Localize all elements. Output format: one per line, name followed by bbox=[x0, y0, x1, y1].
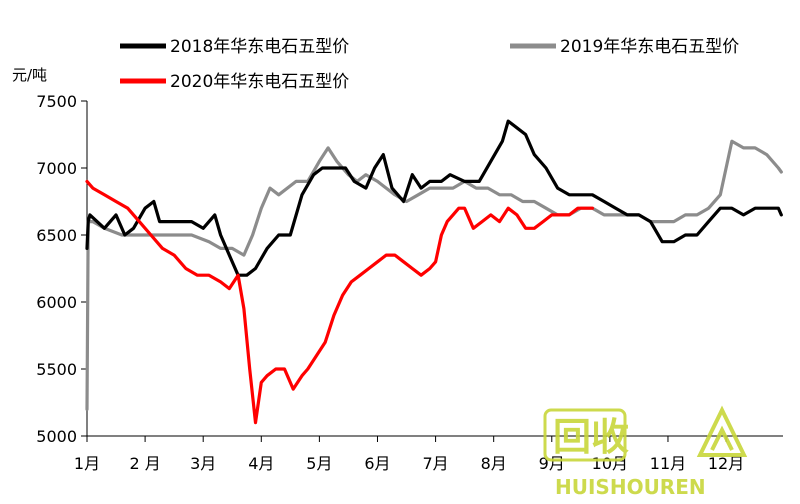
y-tick-label: 6000 bbox=[36, 293, 77, 312]
x-tick-label: 7月 bbox=[422, 454, 448, 473]
y-tick-label: 6500 bbox=[36, 226, 77, 245]
x-tick-label: 2 月 bbox=[129, 454, 160, 473]
axes: 5000 5500 6000 6500 7000 7500 1月 2 月 3月 4月 5月 6月 7月… bbox=[36, 92, 783, 473]
y-tick-label: 7500 bbox=[36, 92, 77, 111]
series-lines bbox=[85, 119, 783, 425]
y-tick-label: 5000 bbox=[36, 427, 77, 446]
watermark-brand-text: HUISHOUREN bbox=[555, 475, 706, 499]
x-tick-label: 11月 bbox=[650, 454, 686, 473]
x-tick-label: 6月 bbox=[364, 454, 390, 473]
x-tick-label: 8月 bbox=[481, 454, 507, 473]
y-axis-unit-label: 元/吨 bbox=[12, 66, 47, 84]
x-tick-label: 12月 bbox=[708, 454, 744, 473]
x-tick-label: 3月 bbox=[190, 454, 216, 473]
legend: 2018年华东电石五型价 2019年华东电石五型价 2020年华东电石五型价 bbox=[120, 37, 739, 92]
watermark-logo-text: 回收 bbox=[553, 415, 629, 459]
watermark-recycle-icon bbox=[696, 405, 748, 457]
watermark: 回收 HUISHOUREN bbox=[543, 405, 748, 499]
series-line-3 bbox=[85, 179, 595, 425]
legend-label: 2020年华东电石五型价 bbox=[170, 72, 349, 92]
series-line-2 bbox=[85, 139, 783, 411]
y-ticks: 5000 5500 6000 6500 7000 7500 bbox=[36, 92, 87, 446]
legend-label: 2019年华东电石五型价 bbox=[560, 37, 739, 57]
x-ticks: 1月 2 月 3月 4月 5月 6月 7月 8月 9月 10月 11月 12月 bbox=[74, 436, 744, 473]
y-tick-label: 5500 bbox=[36, 360, 77, 379]
x-tick-label: 1月 bbox=[74, 454, 100, 473]
x-tick-label: 5月 bbox=[306, 454, 332, 473]
legend-label: 2018年华东电石五型价 bbox=[170, 37, 349, 57]
series-line-1 bbox=[85, 119, 783, 277]
y-tick-label: 7000 bbox=[36, 159, 77, 178]
x-tick-label: 4月 bbox=[248, 454, 274, 473]
watermark-logo-box bbox=[543, 408, 627, 462]
